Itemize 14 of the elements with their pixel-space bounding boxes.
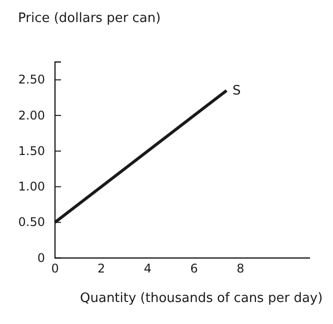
y-tick-label: 0.50: [18, 215, 45, 230]
y-tick-label: 1.50: [18, 144, 45, 158]
annotation: S: [232, 84, 241, 99]
x-tick-label: 4: [144, 262, 152, 276]
y-tick-label: 0: [37, 250, 45, 265]
x-tick-label: 8: [236, 262, 244, 276]
y-tick-label: 2.50: [18, 72, 45, 87]
x-tick-label: 0: [51, 262, 59, 276]
x-axis-title: Quantity (thousands of cans per day): [80, 291, 323, 306]
x-tick-label: 2: [98, 262, 106, 276]
x-tick-label: 6: [190, 262, 198, 276]
y-axis-title: Price (dollars per can): [18, 11, 161, 26]
y-tick-label: 2.00: [18, 108, 45, 122]
y-tick-label: 1.00: [18, 180, 45, 194]
